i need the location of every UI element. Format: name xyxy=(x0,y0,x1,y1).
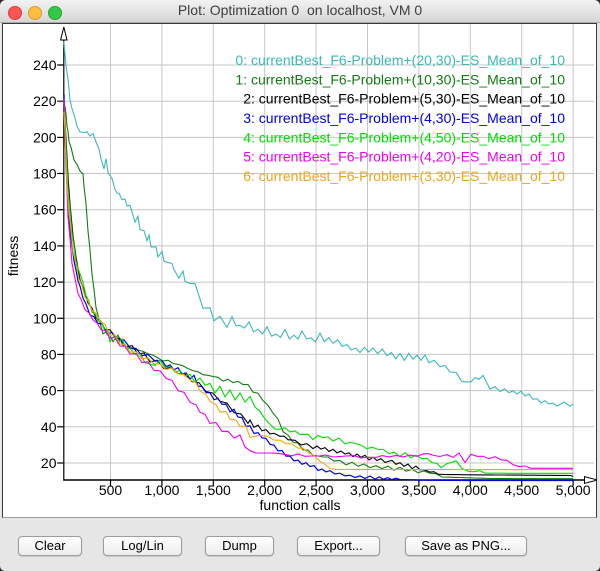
svg-text:fitness: fitness xyxy=(5,236,21,276)
svg-text:120: 120 xyxy=(33,274,57,290)
svg-text:3,000: 3,000 xyxy=(350,482,385,498)
svg-text:140: 140 xyxy=(33,238,57,254)
svg-text:function calls: function calls xyxy=(260,497,341,513)
svg-text:1: currentBest_F6-Problem+(10,: 1: currentBest_F6-Problem+(10,30)-ES_Mea… xyxy=(235,72,565,88)
svg-text:5,000: 5,000 xyxy=(556,482,591,498)
svg-text:180: 180 xyxy=(33,166,57,182)
svg-text:1,000: 1,000 xyxy=(144,482,179,498)
svg-text:80: 80 xyxy=(41,346,57,362)
svg-text:160: 160 xyxy=(33,202,57,218)
svg-text:200: 200 xyxy=(33,129,57,145)
svg-text:4: currentBest_F6-Problem+(4,5: 4: currentBest_F6-Problem+(4,50)-ES_Mean… xyxy=(243,129,565,145)
svg-text:100: 100 xyxy=(33,310,57,326)
svg-text:6: currentBest_F6-Problem+(3,3: 6: currentBest_F6-Problem+(3,30)-ES_Mean… xyxy=(243,168,565,184)
svg-text:240: 240 xyxy=(33,57,57,73)
svg-text:60: 60 xyxy=(41,383,57,399)
svg-text:2,000: 2,000 xyxy=(247,482,282,498)
svg-text:500: 500 xyxy=(99,482,123,498)
svg-text:4,000: 4,000 xyxy=(453,482,488,498)
svg-text:20: 20 xyxy=(41,455,57,471)
svg-text:2,500: 2,500 xyxy=(299,482,334,498)
svg-text:3: currentBest_F6-Problem+(4,3: 3: currentBest_F6-Problem+(4,30)-ES_Mean… xyxy=(243,110,565,126)
svg-text:5: currentBest_F6-Problem+(4,2: 5: currentBest_F6-Problem+(4,20)-ES_Mean… xyxy=(243,149,565,165)
svg-text:40: 40 xyxy=(41,419,57,435)
svg-text:220: 220 xyxy=(33,93,57,109)
svg-text:2: currentBest_F6-Problem+(5,3: 2: currentBest_F6-Problem+(5,30)-ES_Mean… xyxy=(243,91,565,107)
svg-text:4,500: 4,500 xyxy=(504,482,539,498)
svg-text:1,500: 1,500 xyxy=(196,482,231,498)
svg-text:0: currentBest_F6-Problem+(20,: 0: currentBest_F6-Problem+(20,30)-ES_Mea… xyxy=(235,52,565,68)
svg-text:3,500: 3,500 xyxy=(401,482,436,498)
